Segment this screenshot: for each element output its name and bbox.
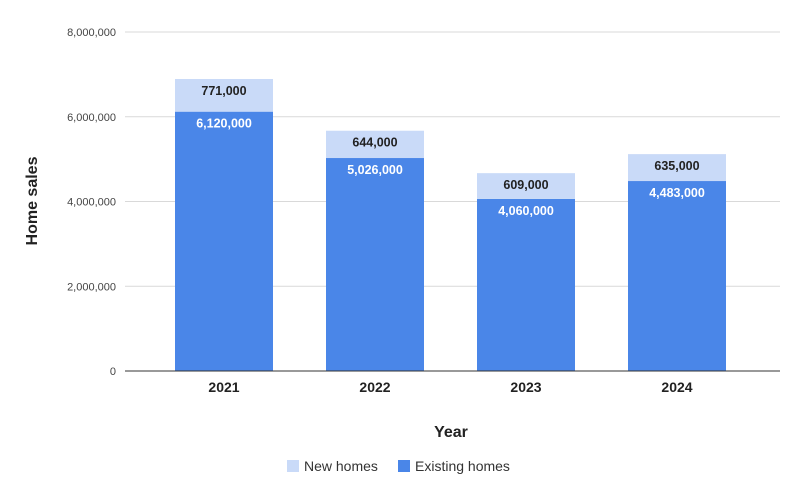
legend-label: Existing homes (415, 458, 510, 474)
y-tick-label: 4,000,000 (67, 197, 116, 209)
bar-new-homes-2023 (477, 173, 575, 199)
y-tick-label: 0 (110, 366, 116, 378)
data-label: 4,483,000 (649, 186, 705, 200)
legend-swatch (287, 460, 299, 472)
y-axis-ticks: 0 2,000,000 4,000,000 6,000,000 8,000,000 (67, 27, 116, 378)
x-tick-label: 2023 (510, 379, 541, 395)
x-tick-label: 2022 (359, 379, 390, 395)
y-tick-label: 6,000,000 (67, 112, 116, 124)
legend-swatch (398, 460, 410, 472)
legend-label: New homes (304, 458, 378, 474)
data-labels: 6,120,000 771,000 5,026,000 644,000 4,060,00… (196, 84, 705, 218)
bar-existing-homes-2024 (628, 181, 726, 371)
x-axis-title: Year (434, 424, 468, 441)
y-axis-title: Home sales (24, 156, 41, 245)
y-tick-label: 2,000,000 (67, 281, 116, 293)
bar-existing-homes-2021 (175, 111, 273, 371)
data-label: 5,026,000 (347, 163, 403, 177)
bar-existing-homes-2023 (477, 198, 575, 371)
bar-new-homes-2024 (628, 154, 726, 182)
data-label: 4,060,000 (498, 204, 554, 218)
bars (175, 78, 726, 371)
data-label: 644,000 (352, 136, 397, 150)
bar-new-homes-2021 (175, 78, 273, 112)
data-label: 6,120,000 (196, 117, 252, 131)
y-tick-label: 8,000,000 (67, 27, 116, 39)
x-tick-label: 2021 (208, 379, 239, 395)
legend: New homes Existing homes (287, 458, 510, 474)
data-label: 609,000 (503, 178, 548, 192)
x-tick-label: 2024 (661, 379, 692, 395)
data-label: 771,000 (201, 84, 246, 98)
bar-existing-homes-2022 (326, 158, 424, 371)
data-label: 635,000 (654, 159, 699, 173)
x-axis-ticks: 2021 2022 2023 2024 (208, 379, 692, 395)
bar-new-homes-2022 (326, 130, 424, 159)
